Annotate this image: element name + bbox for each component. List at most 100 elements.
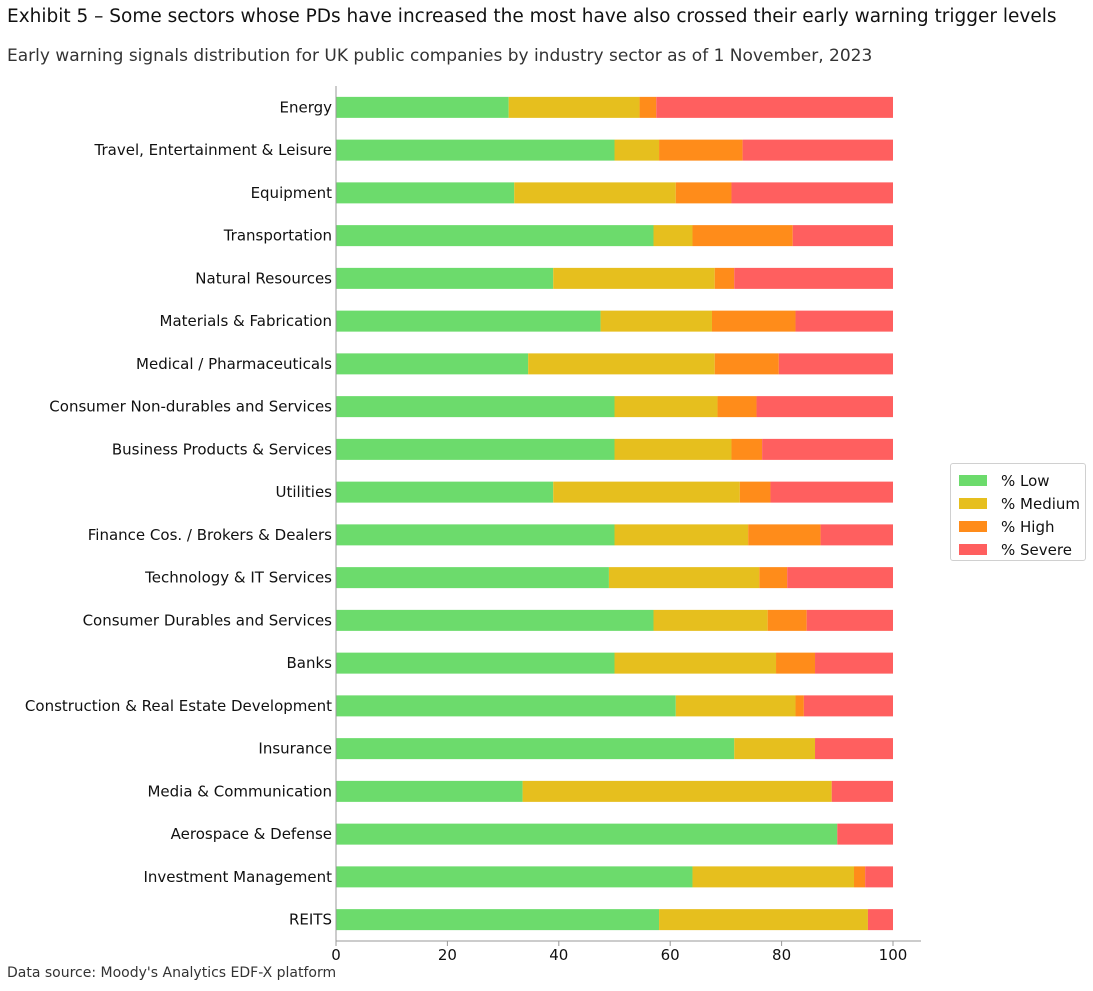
bar-segment xyxy=(336,310,601,332)
bar-segment xyxy=(336,567,609,589)
category-label: Aerospace & Defense xyxy=(171,825,332,843)
category-label: Consumer Non-durables and Services xyxy=(49,398,332,416)
bar-segment xyxy=(336,524,615,546)
legend-label: % High xyxy=(1001,517,1055,536)
legend-swatch xyxy=(959,498,987,509)
category-label: Energy xyxy=(279,98,332,116)
category-label: Consumer Durables and Services xyxy=(83,611,333,629)
legend-item: % High xyxy=(959,515,1085,538)
chart-legend: % Low % Medium % High % Severe xyxy=(950,463,1086,561)
bar-segment xyxy=(336,780,523,802)
category-label: Materials & Fabrication xyxy=(160,312,332,330)
bar-segment xyxy=(656,96,893,118)
bar-segment xyxy=(762,438,893,460)
category-label: Banks xyxy=(287,654,333,672)
bar-segment xyxy=(792,225,893,247)
legend-label: % Low xyxy=(1001,471,1050,490)
category-label: Technology & IT Services xyxy=(144,569,332,587)
bar-segment xyxy=(639,96,657,118)
bar-segment xyxy=(522,780,832,802)
category-label: REITS xyxy=(289,911,332,929)
data-source-note: Data source: Moody's Analytics EDF-X pla… xyxy=(7,965,337,981)
bar-segment xyxy=(734,267,893,289)
bar-segment xyxy=(675,182,732,204)
bar-segment xyxy=(614,139,660,161)
legend-swatch xyxy=(959,475,987,486)
chart-subtitle: Early warning signals distribution for U… xyxy=(7,46,873,66)
bar-segment xyxy=(742,139,893,161)
legend-item: % Medium xyxy=(959,492,1085,515)
bar-segment xyxy=(336,353,529,375)
bar-segment xyxy=(831,780,893,802)
bar-segment xyxy=(336,652,615,674)
bar-segment xyxy=(711,310,796,332)
legend-swatch xyxy=(959,521,987,532)
bar-segment xyxy=(336,609,654,631)
bar-segment xyxy=(614,438,732,460)
bar-segment xyxy=(806,609,893,631)
x-tick-label: 20 xyxy=(438,946,457,964)
bar-segment xyxy=(600,310,712,332)
bar-segment xyxy=(803,695,893,717)
chart-title: Exhibit 5 – Some sectors whose PDs have … xyxy=(7,6,1057,27)
bar-segment xyxy=(653,225,693,247)
category-label: Media & Communication xyxy=(147,782,332,800)
bar-segment xyxy=(336,438,615,460)
bar-segment xyxy=(739,481,771,503)
category-label: Utilities xyxy=(276,483,333,501)
x-tick-label: 60 xyxy=(661,946,680,964)
bar-segment xyxy=(336,866,693,888)
bar-segment xyxy=(778,353,893,375)
bar-segment xyxy=(336,695,676,717)
bar-segment xyxy=(770,481,893,503)
bar-segment xyxy=(734,738,816,760)
category-label: Equipment xyxy=(251,184,333,202)
bar-segment xyxy=(659,909,868,931)
bar-segment xyxy=(820,524,893,546)
bar-segment xyxy=(514,182,676,204)
bar-segment xyxy=(865,866,893,888)
bar-segment xyxy=(837,823,893,845)
bar-segment xyxy=(336,139,615,161)
bar-segment xyxy=(795,695,804,717)
bar-segment xyxy=(815,738,893,760)
bar-segment xyxy=(336,481,554,503)
bar-segment xyxy=(692,866,855,888)
bar-segment xyxy=(731,438,763,460)
category-labels: Energy Travel, Entertainment & Leisure Equ… xyxy=(25,98,332,928)
bar-segment xyxy=(336,396,615,418)
bar-segment xyxy=(336,738,735,760)
legend-label: % Severe xyxy=(1001,540,1072,559)
bar-segment xyxy=(553,267,715,289)
bar-segment xyxy=(675,695,796,717)
category-label: Travel, Entertainment & Leisure xyxy=(94,141,332,159)
bar-segment xyxy=(731,182,893,204)
bar-segment xyxy=(653,609,768,631)
bar-segment xyxy=(336,823,838,845)
bar-segment xyxy=(787,567,893,589)
bar-segment xyxy=(614,652,777,674)
x-tick-label: 80 xyxy=(772,946,791,964)
category-label: Transportation xyxy=(223,227,332,245)
bar-segment xyxy=(692,225,793,247)
bar-segment xyxy=(508,96,640,118)
bar-segment xyxy=(854,866,866,888)
category-label: Investment Management xyxy=(143,868,332,886)
bar-segment xyxy=(714,267,735,289)
category-label: Medical / Pharmaceuticals xyxy=(136,355,332,373)
axes-group: 0 20 40 60 80 100 xyxy=(331,86,921,964)
bar-segment xyxy=(528,353,715,375)
bar-segment xyxy=(815,652,893,674)
bar-segment xyxy=(659,139,743,161)
bar-segment xyxy=(608,567,760,589)
bar-segment xyxy=(756,396,893,418)
bar-segment xyxy=(553,481,740,503)
bar-segment xyxy=(336,267,554,289)
bar-segment xyxy=(867,909,893,931)
bar-segment xyxy=(795,310,893,332)
bar-segment xyxy=(717,396,757,418)
bar-segment xyxy=(614,524,749,546)
category-label: Natural Resources xyxy=(195,269,332,287)
bar-segment xyxy=(614,396,718,418)
